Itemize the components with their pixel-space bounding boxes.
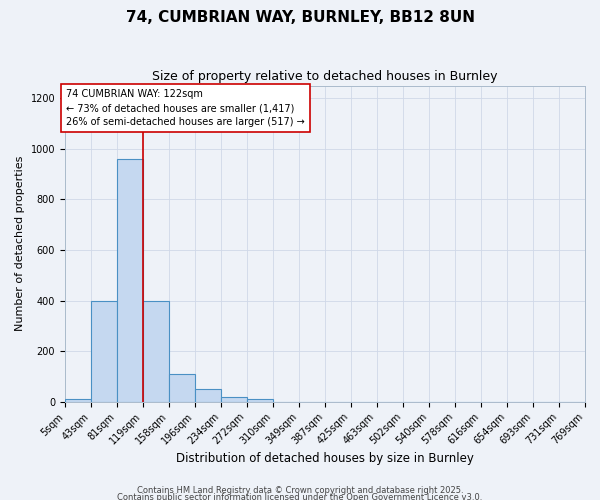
Bar [195,389,221,402]
Bar [143,300,169,402]
Bar [247,399,272,402]
Bar [91,300,116,402]
Text: Contains public sector information licensed under the Open Government Licence v3: Contains public sector information licen… [118,494,482,500]
Bar [65,399,91,402]
Title: Size of property relative to detached houses in Burnley: Size of property relative to detached ho… [152,70,498,83]
Y-axis label: Number of detached properties: Number of detached properties [15,156,25,332]
Text: Contains HM Land Registry data © Crown copyright and database right 2025.: Contains HM Land Registry data © Crown c… [137,486,463,495]
Bar [169,374,195,402]
X-axis label: Distribution of detached houses by size in Burnley: Distribution of detached houses by size … [176,452,474,465]
Bar [221,396,247,402]
Text: 74 CUMBRIAN WAY: 122sqm
← 73% of detached houses are smaller (1,417)
26% of semi: 74 CUMBRIAN WAY: 122sqm ← 73% of detache… [66,90,305,128]
Bar [116,159,143,402]
Text: 74, CUMBRIAN WAY, BURNLEY, BB12 8UN: 74, CUMBRIAN WAY, BURNLEY, BB12 8UN [125,10,475,25]
